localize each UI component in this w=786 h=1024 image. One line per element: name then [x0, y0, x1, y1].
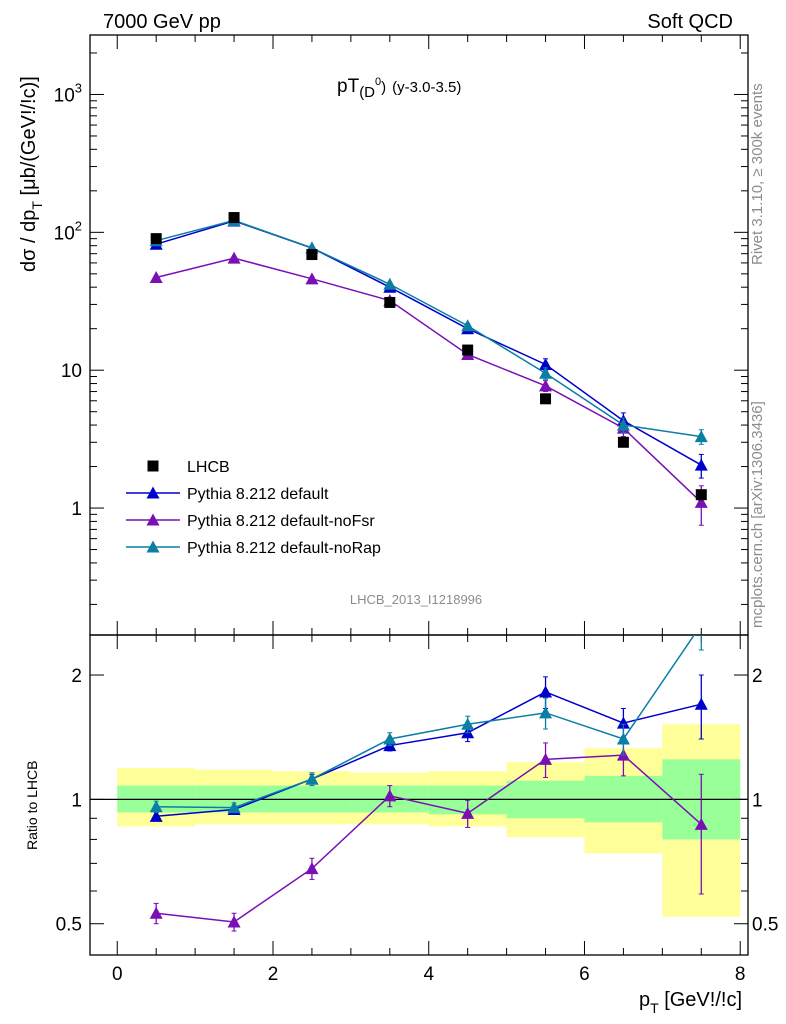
data-point-lhcb [384, 296, 396, 308]
ratio-y-tick-label-right: 1 [752, 790, 763, 811]
header-left: 7000 GeV pp [103, 11, 221, 33]
x-axis-label: pT [GeV!/!c] [639, 989, 742, 1016]
legend-marker-pythia-8-212-default-nofsr [146, 513, 160, 526]
data-point-pythia-8-212-default-norap [616, 418, 630, 431]
ratio-y-tick-label-left: 0.5 [56, 915, 82, 936]
header-right: Soft QCD [647, 11, 733, 33]
uncertainty-bands [90, 724, 748, 917]
ratio-point-pythia-8-212-default-nofsr [539, 752, 553, 765]
ratio-point-pythia-8-212-default-norap [383, 732, 397, 745]
legend-label-pythia-8-212-default-nofsr: Pythia 8.212 default-noFsr [187, 513, 375, 530]
ratio-point-pythia-8-212-default-nofsr [694, 817, 708, 830]
ratio-y-tick-label-right: 2 [752, 666, 763, 687]
legend-marker-pythia-8-212-default-norap [146, 540, 160, 553]
data-point-pythia-8-212-default-nofsr [694, 495, 708, 508]
data-point-pythia-8-212-default-norap [694, 430, 708, 443]
ratio-point-pythia-8-212-default-norap [539, 706, 553, 719]
data-point-pythia-8-212-default-nofsr [305, 272, 319, 285]
main-y-tick-label: 1 [71, 499, 82, 520]
ratio-y-tick-label-left: 1 [71, 790, 82, 811]
data-point-lhcb [617, 436, 629, 448]
ratio-y-tick-label-right: 0.5 [752, 915, 778, 936]
ratio-y-axis-label: Ratio to LHCB [24, 761, 40, 850]
ratio-point-pythia-8-212-default [539, 685, 553, 698]
ratio-frame [89, 634, 749, 956]
x-tick-label: 2 [268, 964, 279, 985]
ratio-point-pythia-8-212-default-norap [305, 772, 319, 785]
legend: LHCB Pythia 8.212 default Pythia 8.212 def… [126, 459, 381, 557]
legend-marker-pythia-8-212-default [146, 486, 160, 499]
ratio-line-pythia-8-212-default-norap [156, 635, 696, 809]
main-plot-title: pT(D0) (y-3.0-3.5) [337, 76, 461, 101]
ratio-point-pythia-8-212-default-norap [461, 717, 475, 730]
data-point-pythia-8-212-default [694, 458, 708, 471]
data-point-pythia-8-212-default-norap [539, 366, 553, 379]
data-point-lhcb [695, 489, 707, 501]
ratio-point-pythia-8-212-default-nofsr [383, 789, 397, 802]
data-point-lhcb [462, 344, 474, 356]
legend-label-lhcb: LHCB [187, 459, 230, 476]
main-y-tick-label: 10 [61, 361, 82, 382]
mcplots-label: mcplots.cern.ch [arXiv:1306.3436] [749, 401, 766, 628]
ratio-point-pythia-8-212-default [616, 716, 630, 729]
ratio-point-pythia-8-212-default-nofsr [149, 906, 163, 919]
main-series-group [149, 212, 708, 526]
ratio-point-pythia-8-212-default-norap [616, 732, 630, 745]
ratio-point-pythia-8-212-default-nofsr [227, 915, 241, 928]
data-point-pythia-8-212-default-nofsr [149, 271, 163, 284]
main-y-axis-label: dσ / dpT [μb/(GeV!/!c)] [18, 76, 45, 272]
data-point-pythia-8-212-default-nofsr [227, 251, 241, 264]
ratio-line-pythia-8-212-default [156, 691, 702, 818]
ratio-point-pythia-8-212-default [694, 697, 708, 710]
data-point-pythia-8-212-default-nofsr [539, 379, 553, 392]
data-point-lhcb [228, 212, 240, 224]
x-tick-label: 0 [112, 964, 123, 985]
plot-content: 1 10 102 103 0 2 4 6 8 0.5 0.5 1 1 2 2 LHCB Pythia 8.212… [54, 34, 778, 985]
ratio-point-pythia-8-212-default [149, 809, 163, 822]
ratio-series-group [149, 635, 708, 932]
ratio-point-pythia-8-212-default-nofsr [461, 806, 475, 819]
main-watermark: LHCB_2013_I1218996 [350, 592, 482, 607]
main-y-tick-label: 103 [54, 80, 82, 106]
main-y-tick-label: 102 [54, 218, 82, 244]
ratio-line-pythia-8-212-default-nofsr [156, 754, 702, 923]
data-point-pythia-8-212-default [539, 357, 553, 371]
data-point-pythia-8-212-default-norap [461, 319, 475, 332]
ratio-y-tick-label-left: 2 [71, 666, 82, 687]
series-line-pythia-8-212-default-nofsr [156, 257, 702, 503]
ratio-point-pythia-8-212-default-norap [227, 801, 241, 814]
legend-label-pythia-8-212-default: Pythia 8.212 default [187, 486, 329, 503]
data-point-pythia-8-212-default-norap [383, 277, 397, 290]
rivet-version-label: Rivet 3.1.10, ≥ 300k events [749, 83, 766, 265]
ratio-point-pythia-8-212-default-nofsr [305, 862, 319, 875]
data-point-lhcb [150, 233, 162, 245]
legend-marker-lhcb [147, 460, 159, 472]
x-tick-label: 4 [423, 964, 434, 985]
ratio-point-pythia-8-212-default-norap [149, 800, 163, 813]
legend-label-pythia-8-212-default-norap: Pythia 8.212 default-noRap [187, 540, 381, 557]
data-point-lhcb [306, 249, 318, 261]
data-point-lhcb [540, 393, 552, 405]
series-line-pythia-8-212-default-norap [156, 219, 702, 438]
x-tick-label: 8 [735, 964, 746, 985]
x-tick-label: 6 [579, 964, 590, 985]
